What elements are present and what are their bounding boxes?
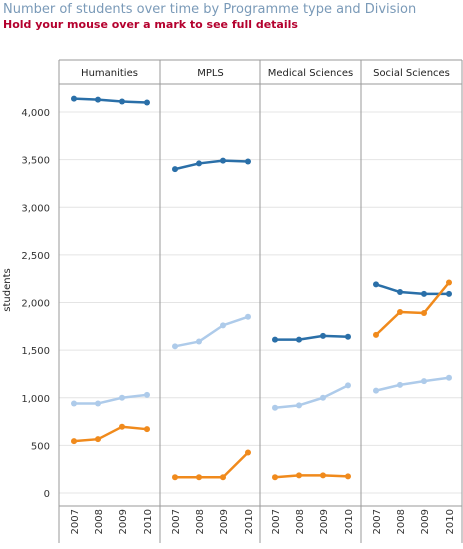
- data-point[interactable]: [119, 98, 125, 105]
- data-point[interactable]: [272, 336, 278, 343]
- y-tick-label: 0: [44, 489, 50, 500]
- x-tick-label: 2009: [420, 509, 431, 534]
- x-tick-label: 2008: [94, 509, 105, 534]
- data-point[interactable]: [320, 394, 326, 401]
- panel-header-medical-sciences: Medical Sciences: [268, 68, 353, 79]
- data-point[interactable]: [172, 474, 178, 481]
- x-tick-label: 2008: [195, 509, 206, 534]
- x-tick-label: 2010: [344, 509, 355, 534]
- panel-header-mpls: MPLS: [197, 68, 224, 79]
- data-point[interactable]: [144, 99, 150, 106]
- data-point[interactable]: [71, 438, 77, 445]
- data-point[interactable]: [296, 336, 302, 343]
- y-tick-label: 2,000: [21, 299, 50, 310]
- data-point[interactable]: [345, 333, 351, 340]
- data-point[interactable]: [446, 279, 452, 286]
- data-point[interactable]: [95, 436, 101, 443]
- series-line: [274, 474, 349, 479]
- data-point[interactable]: [245, 313, 251, 320]
- data-point[interactable]: [95, 400, 101, 407]
- data-point[interactable]: [220, 157, 226, 164]
- data-point[interactable]: [421, 309, 427, 316]
- series-line: [375, 283, 449, 296]
- y-tick-label: 4,000: [21, 108, 50, 119]
- data-point[interactable]: [397, 309, 403, 316]
- x-tick-label: 2010: [143, 509, 154, 534]
- x-tick-label: 2008: [396, 509, 407, 534]
- data-point[interactable]: [245, 158, 251, 165]
- data-point[interactable]: [245, 449, 251, 456]
- data-point[interactable]: [446, 290, 452, 297]
- data-point[interactable]: [95, 96, 101, 103]
- data-point[interactable]: [296, 472, 302, 479]
- series-line: [274, 384, 349, 409]
- x-tick-label: 2007: [171, 509, 182, 534]
- data-point[interactable]: [397, 289, 403, 296]
- data-point[interactable]: [144, 426, 150, 433]
- data-point[interactable]: [71, 95, 77, 102]
- x-tick-label: 2010: [244, 509, 255, 534]
- data-point[interactable]: [421, 378, 427, 385]
- data-point[interactable]: [71, 400, 77, 407]
- y-tick-label: 500: [31, 441, 50, 452]
- data-point[interactable]: [320, 332, 326, 339]
- x-tick-label: 2009: [118, 509, 129, 534]
- y-tick-label: 3,000: [21, 203, 50, 214]
- data-point[interactable]: [373, 331, 379, 338]
- chart-subtitle: Hold your mouse over a mark to see full …: [3, 18, 298, 31]
- data-point[interactable]: [421, 290, 427, 297]
- data-point[interactable]: [119, 394, 125, 401]
- data-point[interactable]: [196, 160, 202, 167]
- x-tick-label: 2010: [445, 509, 456, 534]
- data-point[interactable]: [220, 322, 226, 329]
- y-tick-label: 2,500: [21, 251, 50, 262]
- y-tick-label: 1,500: [21, 346, 50, 357]
- x-tick-label: 2008: [295, 509, 306, 534]
- series-line: [375, 281, 450, 336]
- data-point[interactable]: [345, 473, 351, 480]
- data-point[interactable]: [172, 343, 178, 350]
- data-point[interactable]: [373, 281, 379, 288]
- data-point[interactable]: [119, 423, 125, 430]
- series-line: [375, 376, 450, 392]
- data-point[interactable]: [172, 166, 178, 173]
- data-point[interactable]: [144, 391, 150, 398]
- data-point[interactable]: [397, 381, 403, 388]
- x-tick-label: 2009: [319, 509, 330, 534]
- data-point[interactable]: [345, 382, 351, 389]
- series-line: [175, 451, 249, 479]
- data-point[interactable]: [446, 374, 452, 381]
- y-tick-label: 1,000: [21, 394, 50, 405]
- series-line: [174, 159, 249, 171]
- series-line: [74, 393, 148, 405]
- data-point[interactable]: [296, 402, 302, 409]
- data-point[interactable]: [373, 387, 379, 394]
- series-line: [73, 97, 148, 104]
- data-point[interactable]: [220, 474, 226, 481]
- y-axis-title: students: [2, 268, 13, 311]
- series-line: [73, 425, 148, 443]
- x-tick-label: 2007: [271, 509, 282, 534]
- x-tick-label: 2007: [372, 509, 383, 534]
- data-point[interactable]: [272, 404, 278, 411]
- panel-header-social-sciences: Social Sciences: [373, 68, 450, 79]
- series-line: [275, 334, 349, 341]
- data-point[interactable]: [196, 338, 202, 345]
- x-tick-label: 2007: [70, 509, 81, 534]
- series-line: [174, 315, 249, 348]
- data-point[interactable]: [196, 474, 202, 481]
- x-tick-label: 2009: [219, 509, 230, 534]
- chart-title: Number of students over time by Programm…: [3, 2, 417, 17]
- y-tick-label: 3,500: [21, 156, 50, 167]
- panel-header-humanities: Humanities: [81, 68, 138, 79]
- data-point[interactable]: [272, 474, 278, 481]
- data-point[interactable]: [320, 472, 326, 479]
